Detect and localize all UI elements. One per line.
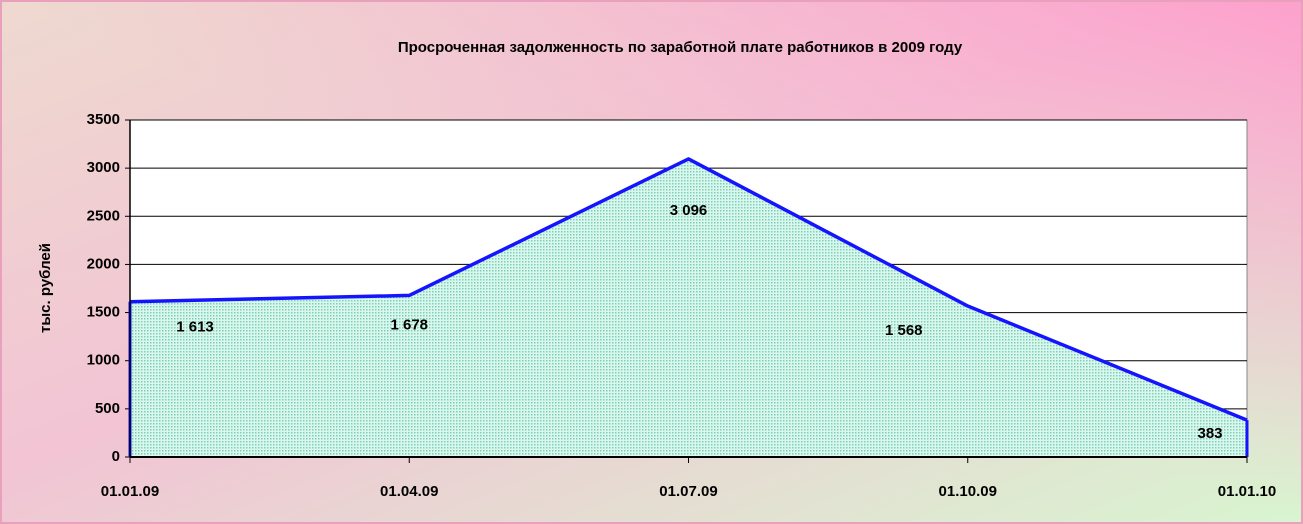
area xyxy=(130,158,1247,458)
x-tick-label: 01.01.09 xyxy=(101,483,159,500)
y-tick-label: 2000 xyxy=(87,255,120,272)
data-label: 1 678 xyxy=(390,316,428,333)
y-tick-label: 500 xyxy=(95,400,120,417)
chart-title: Просроченная задолженность по заработной… xyxy=(398,39,963,56)
y-tick-label: 0 xyxy=(112,448,120,465)
y-tick-label: 1000 xyxy=(87,352,120,369)
x-tick-label: 01.07.09 xyxy=(659,483,717,500)
data-label: 383 xyxy=(1197,425,1222,442)
data-label: 1 568 xyxy=(885,322,923,339)
y-tick-label: 1500 xyxy=(87,304,120,321)
x-tick-label: 01.01.10 xyxy=(1218,483,1276,500)
y-tick-label: 3500 xyxy=(87,111,120,128)
y-tick-label: 3000 xyxy=(87,159,120,176)
x-tick-label: 01.04.09 xyxy=(380,483,438,500)
data-label: 1 613 xyxy=(176,319,214,336)
x-tick-label: 01.10.09 xyxy=(939,483,997,500)
y-axis-label: тыс. рублей xyxy=(37,243,54,333)
line xyxy=(129,157,1248,422)
data-label: 3 096 xyxy=(670,202,708,219)
y-tick-label: 2500 xyxy=(87,207,120,224)
